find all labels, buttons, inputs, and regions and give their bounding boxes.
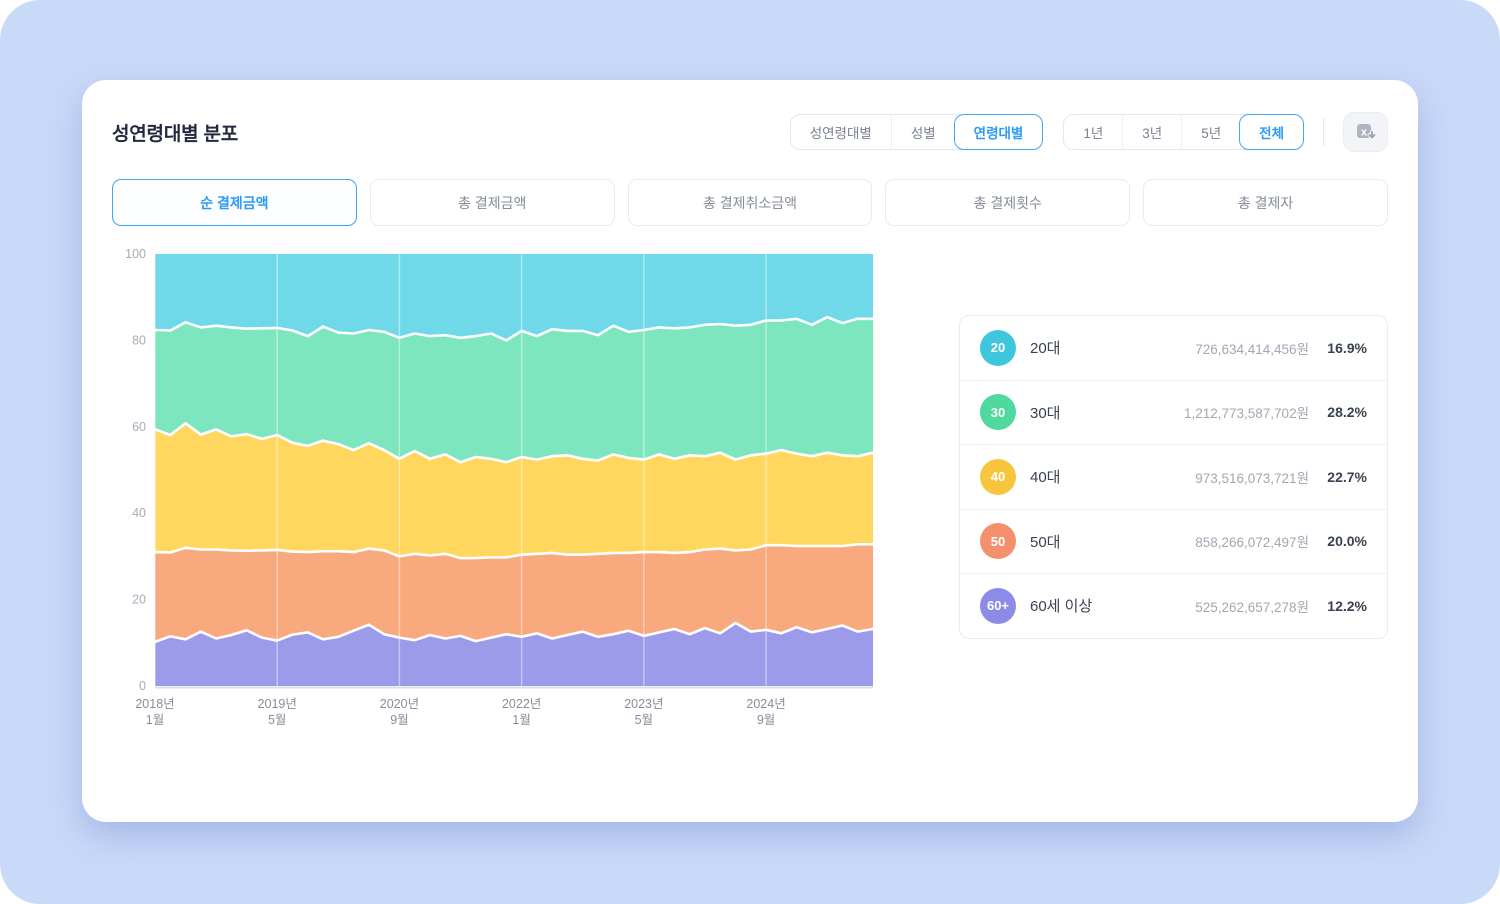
svg-text:100: 100 — [125, 247, 146, 261]
svg-text:60: 60 — [132, 420, 146, 434]
svg-text:80: 80 — [132, 333, 146, 347]
legend-label: 60세 이상 — [1030, 598, 1093, 616]
legend-amount: 525,262,657,278원 — [1195, 599, 1309, 615]
badge-20s: 20 — [980, 329, 1016, 366]
segment-1year[interactable]: 1년 — [1064, 115, 1122, 149]
card-header: 성연령대별 분포 성연령대별 성별 연령대별 1년 3년 5년 전체 x — [82, 80, 1418, 152]
legend-label: 50대 — [1030, 533, 1061, 551]
metric-tabs: 순 결제금액 총 결제금액 총 결제취소금액 총 결제횟수 총 결제자 — [82, 152, 1418, 226]
chart-canvas: 0 20 40 60 80 100 2018년 1월 2019년 5월 2020년 9월 2022년 1월… — [125, 247, 875, 727]
legend-percent: 20.0% — [1327, 533, 1367, 550]
legend-percent: 16.9% — [1327, 339, 1367, 356]
period-segment-group: 1년 3년 5년 전체 — [1063, 114, 1304, 150]
svg-text:40: 40 — [132, 506, 146, 520]
segment-all[interactable]: 전체 — [1239, 114, 1304, 150]
legend-amount: 973,516,073,721원 — [1195, 470, 1309, 486]
legend-amount: 726,634,414,456원 — [1195, 341, 1309, 357]
svg-text:x: x — [1360, 127, 1367, 139]
legend-label: 30대 — [1030, 404, 1061, 422]
legend-percent: 28.2% — [1327, 404, 1367, 421]
badge-30s: 30 — [980, 394, 1016, 431]
excel-download-icon: x — [1355, 121, 1377, 143]
legend-row-50s[interactable]: 50 50대 858,266,072,497원 20.0% — [960, 508, 1387, 574]
tab-total-payment-amount[interactable]: 총 결제금액 — [369, 179, 615, 226]
header-controls: 성연령대별 성별 연령대별 1년 3년 5년 전체 x — [789, 112, 1388, 152]
tab-net-payment-amount[interactable]: 순 결제금액 — [112, 179, 357, 226]
badge-60plus: 60+ — [980, 587, 1016, 624]
legend-label: 40대 — [1030, 469, 1061, 487]
segment-5year[interactable]: 5년 — [1181, 115, 1240, 149]
legend-percent: 22.7% — [1327, 468, 1367, 485]
svg-text:0: 0 — [139, 679, 146, 693]
legend-amount: 1,212,773,587,702원 — [1183, 406, 1309, 422]
excel-download-button[interactable]: x — [1343, 112, 1388, 152]
controls-divider — [1323, 118, 1324, 146]
tab-total-cancel-amount[interactable]: 총 결제취소금액 — [627, 179, 873, 226]
tab-total-payers[interactable]: 총 결제자 — [1143, 179, 1388, 226]
legend-row-30s[interactable]: 30 30대 1,212,773,587,702원 28.2% — [960, 379, 1387, 445]
page-title: 성연령대별 분포 — [112, 123, 239, 145]
legend-percent: 12.2% — [1327, 597, 1367, 614]
segment-3year[interactable]: 3년 — [1122, 115, 1181, 149]
age-legend-panel: 20 20대 726,634,414,456원 16.9% 30 30대 1,2… — [959, 315, 1388, 639]
tab-total-payment-count[interactable]: 총 결제횟수 — [885, 179, 1131, 226]
chart-section: 0 20 40 60 80 100 2018년 1월 2019년 5월 2020년 9월 2022년 1월… — [82, 226, 1418, 741]
svg-text:20: 20 — [132, 593, 146, 607]
legend-row-20s[interactable]: 20 20대 726,634,414,456원 16.9% — [960, 316, 1387, 380]
segment-gender[interactable]: 성별 — [890, 115, 955, 149]
legend-row-40s[interactable]: 40 40대 973,516,073,721원 22.7% — [960, 444, 1387, 509]
segment-age-group[interactable]: 연령대별 — [953, 114, 1044, 150]
legend-label: 20대 — [1030, 340, 1061, 358]
badge-50s: 50 — [980, 523, 1016, 560]
category-segment-group: 성연령대별 성별 연령대별 — [789, 114, 1044, 150]
dashboard-card: 성연령대별 분포 성연령대별 성별 연령대별 1년 3년 5년 전체 x — [82, 80, 1418, 822]
legend-amount: 858,266,072,497원 — [1195, 535, 1309, 551]
stacked-area-chart: 0 20 40 60 80 100 2018년 1월 2019년 5월 2020년 9월 2022년 1월… — [112, 244, 902, 741]
segment-gender-age[interactable]: 성연령대별 — [791, 115, 891, 149]
badge-40s: 40 — [980, 458, 1016, 495]
legend-row-60plus[interactable]: 60+ 60세 이상 525,262,657,278원 12.2% — [960, 573, 1387, 638]
